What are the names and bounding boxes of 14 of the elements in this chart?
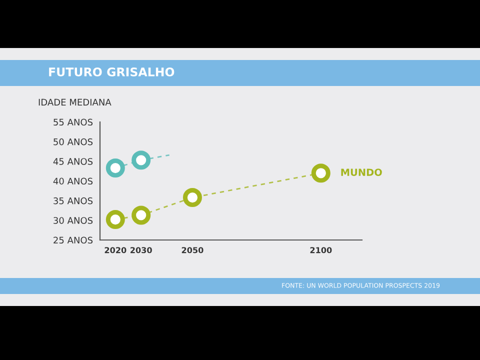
- x-tick-label: 2020: [104, 247, 126, 254]
- y-tick-label: 55 ANOS: [54, 118, 93, 126]
- y-tick-label: 30 ANOS: [54, 217, 93, 224]
- y-tick-label: 45 ANOS: [53, 158, 93, 165]
- x-tick-label: 2050: [182, 247, 204, 254]
- series-label: MUNDO: [341, 168, 382, 176]
- x-tick-label: 2100: [310, 247, 332, 254]
- y-axis-title: IDADE MEDIANA: [38, 98, 112, 106]
- y-tick-label: 35 ANOS: [54, 197, 93, 204]
- y-tick-label: 25 ANOS: [54, 236, 93, 244]
- chart-title: FUTURO GRISALHO: [49, 67, 174, 76]
- x-tick-label: 2030: [130, 247, 152, 254]
- y-tick-label: 50 ANOS: [54, 138, 93, 146]
- y-tick-label: 40 ANOS: [53, 178, 93, 185]
